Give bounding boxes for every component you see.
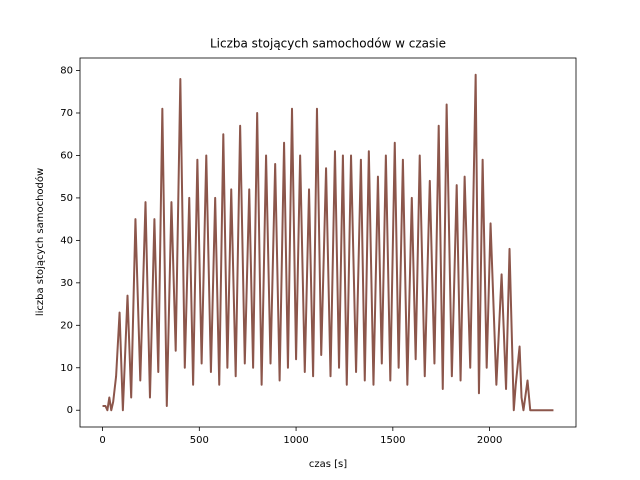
y-tick-label: 70 [60,108,73,119]
data-line [102,73,554,412]
y-tick-label: 20 [60,320,73,331]
chart-title: Liczba stojących samochodów w czasie [210,37,446,51]
y-tick-label: 50 [60,193,73,204]
x-tick-label: 0 [99,435,105,446]
x-tick-label: 2000 [477,435,502,446]
y-tick-label: 40 [60,235,73,246]
y-tick-label: 30 [60,278,73,289]
x-tick-label: 1000 [283,435,308,446]
y-tick-label: 10 [60,363,73,374]
y-tick-label: 60 [60,150,73,161]
x-tick-label: 1500 [380,435,405,446]
x-tick-label: 500 [190,435,209,446]
y-axis-label: liczba stojących samochodów [34,168,46,316]
y-tick-label: 0 [67,405,73,416]
x-axis-label: czas [s] [309,459,347,470]
plot-frame [79,57,577,428]
y-tick-label: 80 [60,66,73,77]
